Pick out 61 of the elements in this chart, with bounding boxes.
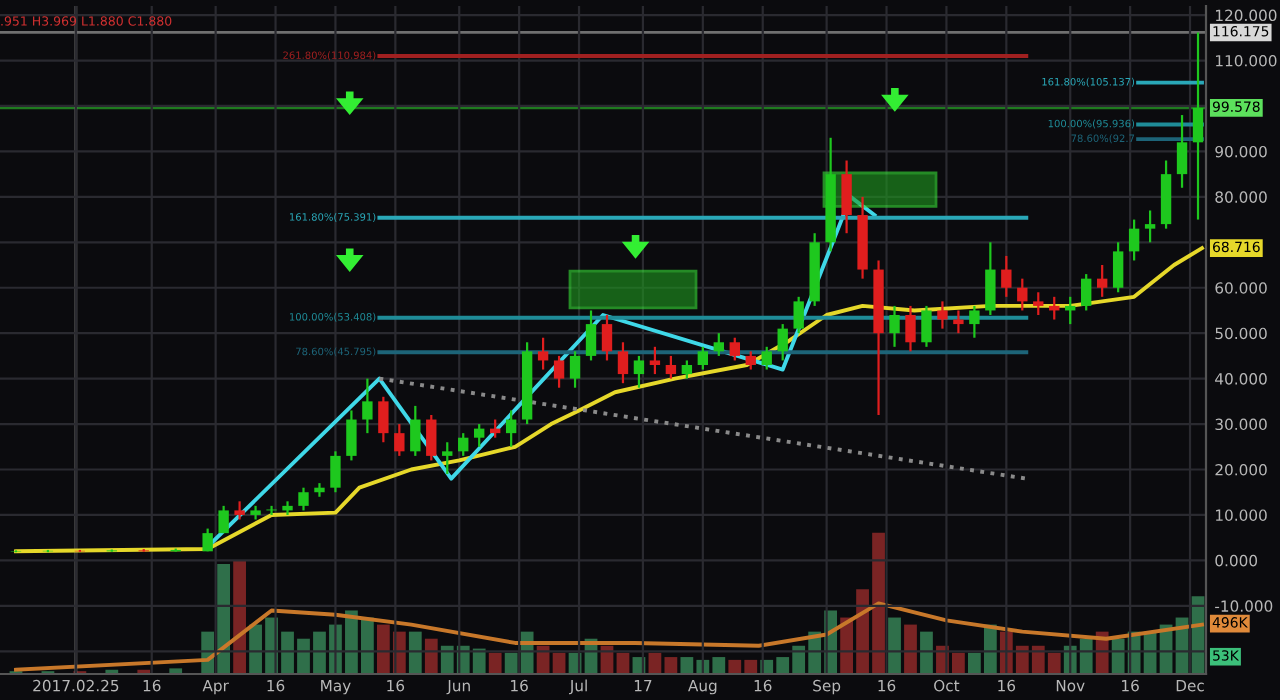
bar (424, 638, 438, 674)
candlestick (298, 486, 309, 512)
candlestick (633, 354, 645, 389)
candlestick (777, 322, 788, 362)
candlestick (921, 304, 932, 348)
candlestick (889, 304, 900, 348)
candlestick (537, 336, 549, 371)
bar (920, 631, 933, 674)
candlestick (1192, 31, 1204, 221)
bar (488, 652, 502, 674)
bar (904, 624, 917, 674)
candlestick (442, 441, 453, 476)
candlestick (282, 500, 293, 517)
bar (233, 561, 246, 674)
candlestick (314, 482, 325, 498)
candlestick (1081, 273, 1092, 312)
candlestick (793, 295, 804, 335)
candlestick (1128, 218, 1140, 262)
candlestick (1112, 241, 1124, 294)
candlestick (266, 504, 277, 517)
candlestick (1001, 254, 1012, 298)
candlestick (937, 300, 948, 330)
candlestick (458, 432, 469, 457)
candlestick (330, 450, 341, 494)
candlestick (697, 345, 709, 371)
candlestick (985, 241, 996, 317)
candlestick (234, 500, 245, 521)
candlestick (841, 159, 852, 235)
bar (888, 617, 901, 674)
candlestick (585, 309, 597, 362)
candlestick (761, 345, 772, 371)
bar (169, 668, 183, 674)
candlestick (953, 309, 964, 335)
candlestick (410, 404, 421, 457)
candlestick (729, 336, 740, 362)
candlestick (426, 413, 437, 462)
candlestick (1033, 291, 1044, 317)
candlestick (1017, 277, 1028, 312)
candlestick (346, 409, 357, 462)
line-series (14, 246, 1204, 554)
candlestick (617, 341, 629, 385)
candlestick (362, 377, 373, 435)
candlestick (505, 409, 517, 448)
candlestick (745, 350, 756, 371)
candlestick (1096, 263, 1108, 298)
candlestick (1176, 113, 1188, 189)
candlestick (1144, 209, 1156, 244)
bar (408, 631, 422, 674)
candlestick (394, 422, 405, 457)
candlestick (969, 304, 980, 339)
candlestick (905, 304, 916, 353)
candlestick (378, 395, 389, 444)
candlestick (218, 504, 229, 535)
candlestick (649, 345, 661, 376)
candlestick (665, 354, 677, 380)
candlestick (601, 313, 613, 362)
candlestick (713, 332, 724, 358)
candlestick (474, 422, 485, 448)
candlestick (553, 354, 565, 389)
candlestick (569, 350, 581, 389)
candlestick (681, 359, 693, 380)
